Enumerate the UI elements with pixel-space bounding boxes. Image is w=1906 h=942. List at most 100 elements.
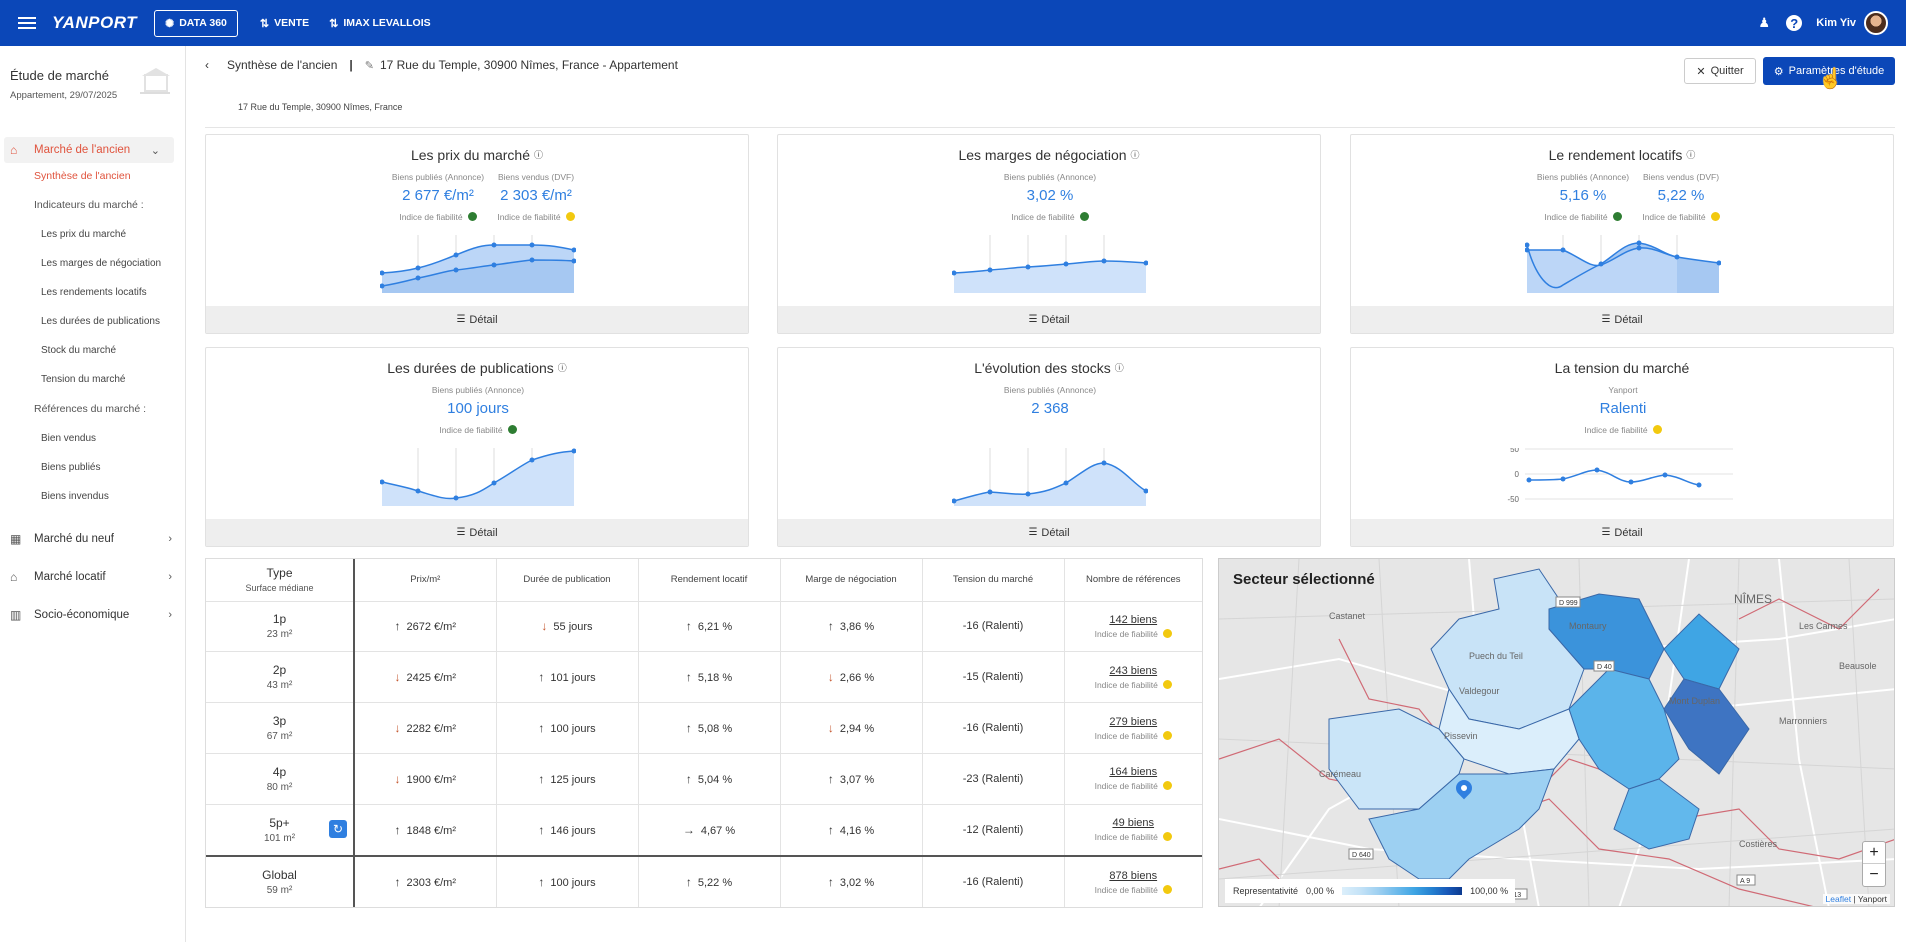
refs-link[interactable]: 164 biens	[1109, 766, 1158, 779]
refs-link[interactable]: 243 biens	[1109, 664, 1158, 677]
detail-label: Détail	[1041, 313, 1070, 326]
sector-polygon[interactable]	[1568, 668, 1680, 790]
trend-down-icon: ↓	[827, 670, 834, 685]
sidebar-item-rendements[interactable]: Les rendements locatifs	[41, 287, 147, 298]
table-body: 1p 23 m² ↑ 2672 €/m² ↓ 55 jours ↑ 6,21 % ↑ 3,86 %…	[206, 600, 1203, 907]
metric-label: Biens publiés (Annonce)	[1003, 172, 1097, 182]
cell-marge: ↓ 2,66 %	[779, 651, 922, 703]
map-place-label: Valdegour	[1459, 686, 1499, 696]
series-area	[382, 451, 574, 506]
sidebar-item-tension[interactable]: Tension du marché	[41, 374, 126, 385]
sidebar-item-marges[interactable]: Les marges de négociation	[41, 258, 162, 269]
detail-button[interactable]: ☰ Détail	[206, 519, 748, 546]
sector-polygon[interactable]	[1368, 768, 1555, 880]
sparkline-chart	[380, 448, 576, 506]
metric-value: 5,22 %	[1657, 187, 1705, 204]
card-prix: Les prix du marché ⓘ Biens publiés (Annon…	[205, 134, 749, 334]
refs-link[interactable]: 878 biens	[1109, 869, 1158, 882]
sidebar-section-ancien[interactable]: ⌂ Marché de l'ancien ⌄	[4, 137, 174, 163]
card-stocks: L'évolution des stocks ⓘ Biens publiés (A…	[777, 347, 1321, 547]
map-legend: Representativité 0,00 % 100,00 %	[1225, 879, 1515, 903]
map-attribution: Leaflet | Yanport	[1822, 894, 1890, 904]
reliability-indicator: Indice de fiabilité	[1065, 781, 1203, 791]
notification-icon[interactable]: ♟	[1758, 15, 1771, 30]
card-title: La tension du marché	[1554, 360, 1690, 376]
sector-polygon[interactable]	[1663, 613, 1740, 690]
sidebar-item-durees[interactable]: Les durées de publications	[41, 316, 160, 327]
study-params-button[interactable]: ⚙ Paramètres d'étude	[1763, 57, 1895, 85]
trend-up-icon: ↑	[827, 771, 834, 786]
cell-duree: ↑ 100 jours	[495, 855, 638, 907]
reliability-indicator: Indice de fiabilité	[373, 212, 503, 222]
refs-link[interactable]: 49 biens	[1112, 817, 1155, 830]
col-header-tension: Tension du marché	[921, 559, 1064, 601]
sidebar-item-publies[interactable]: Biens publiés	[41, 462, 101, 473]
col-header-prix: Prix/m²	[353, 559, 496, 601]
detail-button[interactable]: ☰ Détail	[1351, 306, 1893, 333]
metric-label: Biens publiés (Annonce)	[1003, 385, 1097, 395]
search-list-icon: ☰	[1028, 314, 1038, 325]
cell-type: 3p 67 m²	[206, 702, 355, 754]
zoom-out-button[interactable]: −	[1869, 866, 1879, 883]
refresh-icon[interactable]: ↻	[329, 819, 347, 838]
sidebar-item-prix[interactable]: Les prix du marché	[41, 229, 127, 240]
detail-button[interactable]: ☰ Détail	[778, 519, 1320, 546]
refs-link[interactable]: 279 biens	[1109, 715, 1158, 728]
chevron-down-icon: ⌄	[150, 144, 160, 157]
refs-link[interactable]: 142 biens	[1109, 613, 1158, 626]
vente-button[interactable]: ⇅ VENTE	[260, 17, 309, 30]
detail-button[interactable]: ☰ Détail	[1351, 519, 1893, 546]
reliability-indicator: Indice de fiabilité	[1518, 212, 1648, 222]
help-icon[interactable]: ?	[1786, 15, 1803, 31]
user-name[interactable]: Kim Yiv	[1816, 17, 1856, 29]
metric-yanport: Yanport Ralenti Indice de fiabilité	[1558, 385, 1688, 435]
sidebar-section-neuf[interactable]: ▦ Marché du neuf ›	[0, 526, 186, 552]
logo[interactable]: YANPORT	[52, 13, 138, 32]
map-place-label: NÎMES	[1734, 591, 1772, 606]
sparkline-chart	[952, 448, 1148, 506]
quit-button[interactable]: ✕ Quitter	[1684, 58, 1756, 84]
trend-up-icon: ↑	[685, 875, 692, 890]
agency-button[interactable]: ⇅ IMAX LEVALLOIS	[329, 17, 431, 30]
trend-up-icon: ↑	[538, 875, 545, 890]
avatar[interactable]	[1864, 11, 1888, 35]
metric-value: Ralenti	[1599, 400, 1647, 417]
breadcrumb-section: Synthèse de l'ancien	[227, 58, 338, 72]
sidebar-section-socio[interactable]: ▥ Socio-économique ›	[0, 602, 186, 628]
sidebar-section-label: Marché de l'ancien	[34, 144, 131, 156]
agency-label: IMAX LEVALLOIS	[343, 17, 431, 29]
edit-icon[interactable]: ✎	[364, 59, 374, 72]
info-icon[interactable]: ⓘ	[557, 363, 567, 373]
info-icon[interactable]: ⓘ	[534, 150, 544, 160]
search-list-icon: ☰	[1028, 527, 1038, 538]
cell-duree: ↑ 125 jours	[495, 753, 638, 805]
sidebar-item-vendus[interactable]: Bien vendus	[41, 433, 97, 444]
reliability-dot	[467, 212, 477, 221]
sidebar-item-synthese[interactable]: Synthèse de l'ancien	[34, 170, 131, 182]
detail-button[interactable]: ☰ Détail	[206, 306, 748, 333]
info-icon[interactable]: ⓘ	[1114, 363, 1124, 373]
metric-value: 2 368	[1031, 400, 1069, 417]
map-place-label: Marronniers	[1779, 716, 1828, 726]
data360-button[interactable]: ✺ DATA 360	[154, 9, 238, 37]
metric-value: 5,16 %	[1559, 187, 1607, 204]
back-chevron-icon[interactable]: ‹	[205, 58, 209, 72]
menu-icon[interactable]	[18, 14, 36, 32]
table-row: 1p 23 m² ↑ 2672 €/m² ↓ 55 jours ↑ 6,21 % ↑ 3,86 %…	[206, 600, 1202, 652]
hand-cursor-icon: ☝	[1818, 68, 1843, 90]
series-area	[954, 463, 1146, 506]
sidebar-section-locatif[interactable]: ⌂ Marché locatif ›	[0, 564, 186, 590]
sector-map[interactable]: NÎMES Montaury Beausole Marronniers Cost…	[1218, 558, 1895, 907]
leaflet-link[interactable]: Leaflet	[1825, 894, 1852, 904]
detail-button[interactable]: ☰ Détail	[778, 306, 1320, 333]
reliability-dot	[1612, 212, 1622, 221]
cell-tension: -23 (Ralenti)	[921, 753, 1064, 805]
sector-polygon[interactable]	[1613, 778, 1700, 850]
cell-surface: 23 m²	[266, 629, 293, 641]
info-icon[interactable]: ⓘ	[1130, 150, 1140, 160]
zoom-in-button[interactable]: +	[1863, 842, 1885, 864]
sidebar-item-stock[interactable]: Stock du marché	[41, 345, 117, 356]
transfer-icon: ⇅	[259, 17, 270, 30]
sidebar-item-invendus[interactable]: Biens invendus	[41, 491, 109, 502]
info-icon[interactable]: ⓘ	[1686, 150, 1696, 160]
